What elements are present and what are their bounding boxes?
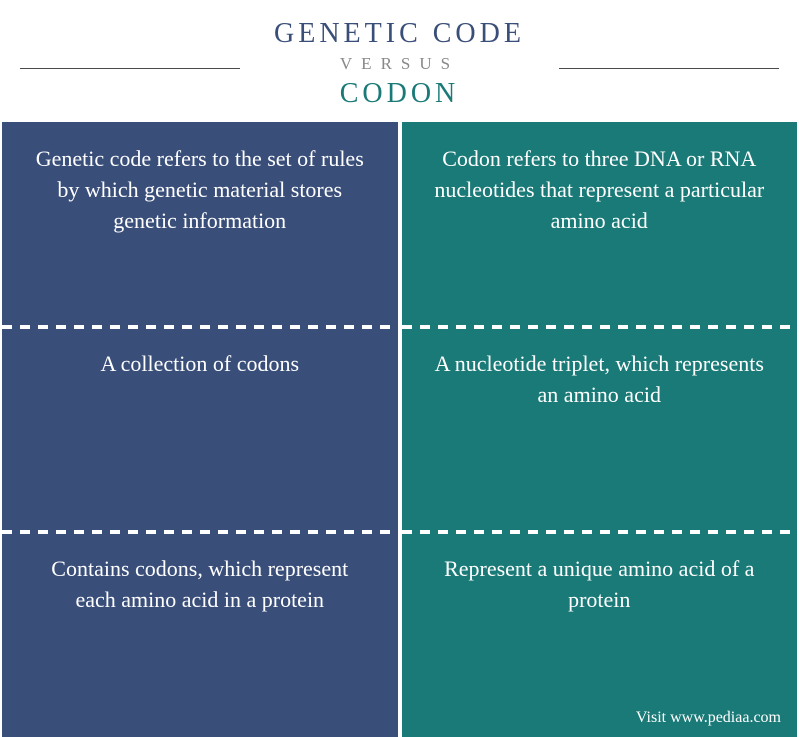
comparison-infographic: GENETIC CODE VERSUS CODON Genetic code r… xyxy=(0,0,799,737)
cell-text: Contains codons, which represent each am… xyxy=(30,554,370,616)
cell-text: A nucleotide triplet, which represents a… xyxy=(430,349,770,411)
columns-container: Genetic code refers to the set of rules … xyxy=(0,122,799,737)
cell-left-0: Genetic code refers to the set of rules … xyxy=(2,122,398,327)
cell-left-1: A collection of codons xyxy=(2,327,398,532)
title-top: GENETIC CODE xyxy=(260,18,539,50)
cell-text: Codon refers to three DNA or RNA nucleot… xyxy=(430,144,770,236)
cell-right-0: Codon refers to three DNA or RNA nucleot… xyxy=(402,122,798,327)
cell-text: Genetic code refers to the set of rules … xyxy=(30,144,370,236)
versus-label: VERSUS xyxy=(0,54,799,74)
cell-text: A collection of codons xyxy=(100,349,299,380)
cell-right-2: Represent a unique amino acid of a prote… xyxy=(402,532,798,737)
footer-attribution: Visit www.pediaa.com xyxy=(636,709,781,727)
header: GENETIC CODE VERSUS CODON xyxy=(0,0,799,122)
cell-text: Represent a unique amino acid of a prote… xyxy=(430,554,770,616)
cell-left-2: Contains codons, which represent each am… xyxy=(2,532,398,737)
title-bottom: CODON xyxy=(326,78,474,110)
cell-right-1: A nucleotide triplet, which represents a… xyxy=(402,327,798,532)
column-left: Genetic code refers to the set of rules … xyxy=(2,122,398,737)
column-right: Codon refers to three DNA or RNA nucleot… xyxy=(402,122,798,737)
